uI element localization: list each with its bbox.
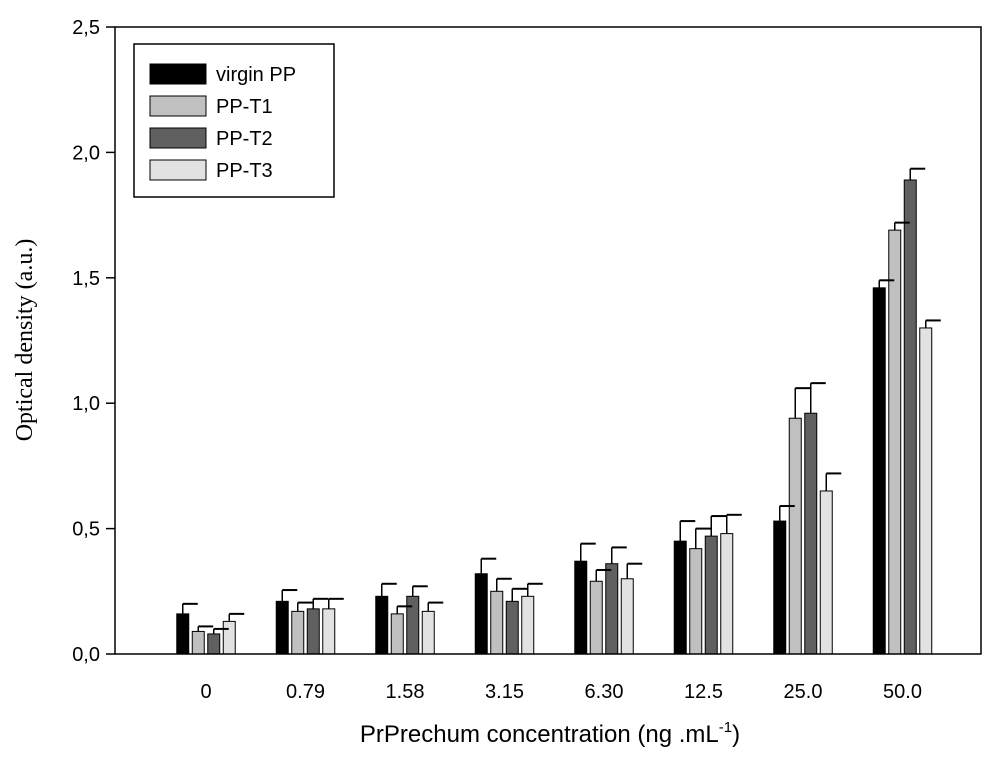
- legend-label-virgin-pp: virgin PP: [216, 64, 296, 86]
- x-tick-label: 50.0: [883, 681, 922, 703]
- x-tick-label: 3.15: [485, 681, 524, 703]
- legend: virgin PP PP-T1 PP-T2 PP-T3: [133, 43, 335, 198]
- error-bars-layer: [182, 167, 941, 634]
- bar-pp-t3: [521, 595, 535, 655]
- bar-pp-t2: [605, 563, 619, 655]
- bar-pp-t3: [322, 608, 336, 655]
- bar-pp-t2: [804, 412, 818, 655]
- x-tick-label: 12.5: [684, 681, 723, 703]
- bar-virgin-pp: [474, 573, 488, 655]
- bar-virgin-pp: [275, 600, 289, 655]
- bar-pp-t3: [720, 533, 734, 655]
- bar-pp-t2: [207, 633, 221, 655]
- bar-pp-t1: [291, 610, 305, 655]
- y-axis-label: Optical density (a.u.): [12, 239, 38, 442]
- x-tick-label: 0: [200, 681, 211, 703]
- x-axis-label-suffix: ): [732, 721, 740, 748]
- bar-virgin-pp: [375, 595, 389, 655]
- bar-pp-t1: [191, 630, 205, 655]
- x-axis-label: PrPrechum concentration (ng .mL-1): [360, 719, 740, 748]
- x-tick-label: 25.0: [784, 681, 823, 703]
- bar-pp-t2: [903, 179, 917, 655]
- legend-swatch-pp-t3: [149, 159, 207, 181]
- bar-virgin-pp: [673, 540, 687, 655]
- y-tick-label: 1,5: [72, 268, 100, 290]
- bar-pp-t1: [788, 417, 802, 655]
- bar-pp-t3: [919, 327, 933, 655]
- bar-pp-t3: [222, 620, 236, 655]
- bar-pp-t3: [819, 490, 833, 655]
- bar-pp-t2: [306, 608, 320, 655]
- legend-swatch-virgin-pp: [149, 63, 207, 85]
- bar-pp-t3: [421, 610, 435, 655]
- bar-pp-t2: [505, 600, 519, 655]
- bar-virgin-pp: [773, 520, 787, 655]
- legend-label-pp-t1: PP-T1: [216, 96, 273, 118]
- bar-virgin-pp: [176, 613, 190, 655]
- bar-pp-t1: [589, 580, 603, 655]
- y-tick-label: 0,5: [72, 519, 100, 541]
- x-tick-label: 1.58: [386, 681, 425, 703]
- bar-virgin-pp: [872, 287, 886, 655]
- y-tick-label: 2,5: [72, 17, 100, 39]
- bar-pp-t1: [490, 590, 504, 655]
- legend-label-pp-t2: PP-T2: [216, 128, 273, 150]
- bar-pp-t1: [888, 229, 902, 655]
- plot-frame: [114, 26, 982, 655]
- x-axis: 0 0.79 1.58 3.15 6.30 12.5 25.0 50.0: [200, 681, 922, 703]
- y-axis: 0,0 0,5 1,0 1,5 2,0 2,5: [72, 17, 115, 666]
- x-axis-label-main: PrPrechum concentration (ng .mL: [360, 721, 719, 748]
- x-tick-label: 0.79: [286, 681, 325, 703]
- bar-virgin-pp: [574, 560, 588, 655]
- bar-pp-t2: [406, 595, 420, 655]
- bar-pp-t3: [620, 578, 634, 655]
- y-tick-label: 0,0: [72, 644, 100, 666]
- legend-swatch-pp-t1: [149, 95, 207, 117]
- bar-pp-t1: [390, 613, 404, 655]
- y-tick-label: 1,0: [72, 393, 100, 415]
- legend-swatch-pp-t2: [149, 127, 207, 149]
- x-axis-label-superscript: -1: [719, 719, 732, 736]
- legend-items: virgin PP PP-T1 PP-T2 PP-T3: [149, 63, 296, 182]
- y-tick-label: 2,0: [72, 142, 100, 164]
- x-tick-label: 6.30: [585, 681, 624, 703]
- bar-pp-t2: [704, 535, 718, 655]
- legend-label-pp-t3: PP-T3: [216, 160, 273, 182]
- bar-pp-t1: [689, 548, 703, 655]
